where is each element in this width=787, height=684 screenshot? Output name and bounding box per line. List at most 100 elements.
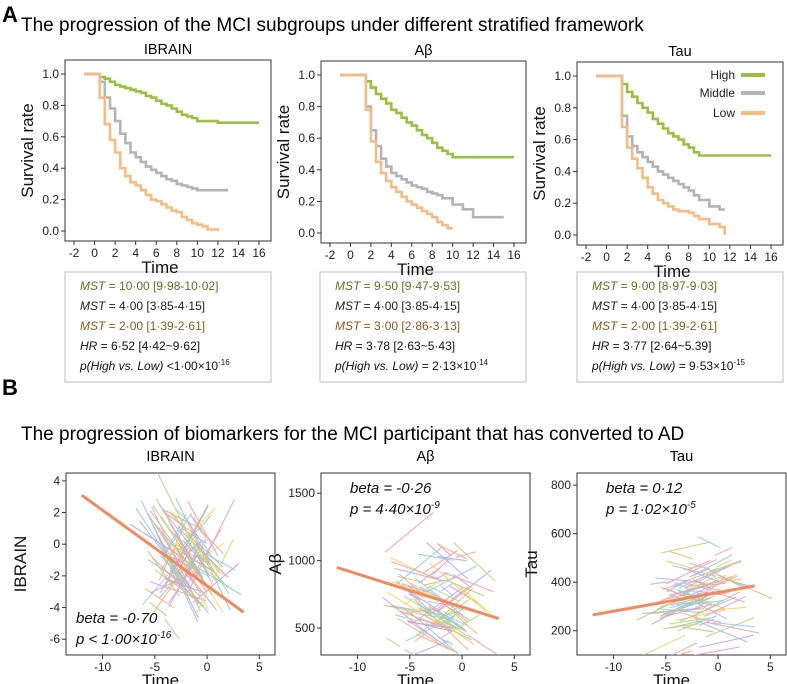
trajectory-segment <box>714 575 726 580</box>
trajectory-segment <box>437 585 472 612</box>
x-axis-label: Time <box>397 260 434 279</box>
plot-frame <box>320 472 531 656</box>
trajectory-segment <box>140 500 199 623</box>
stat-mst_high: MST = 9·50 [9·47-9·53] <box>335 279 460 293</box>
trajectory-segment <box>394 567 445 582</box>
y-tick-label: -4 <box>49 601 60 615</box>
trajectory-segment <box>399 610 440 627</box>
trajectory-segment <box>660 541 711 554</box>
x-tick-label: 0 <box>459 660 466 674</box>
stats-km-tau: MST = 9·00 [8·97-9·03] MST = 4·00 [3·85-4… <box>591 279 746 373</box>
x-tick-label: 5 <box>256 660 263 674</box>
y-tick-label: 600 <box>551 527 571 541</box>
x-tick-label: -2 <box>69 246 80 260</box>
y-tick-label: 0.6 <box>554 133 571 147</box>
beta-annotation: beta = -0·26 <box>350 480 432 497</box>
stats-box-ibrain <box>64 271 272 383</box>
x-axis-label: Time <box>653 262 690 281</box>
trajectory-segment <box>435 615 467 636</box>
trajectory-segment <box>675 609 726 621</box>
stat-mst_middle: MST = 4·00 [3·85-4·15] <box>80 299 205 313</box>
trajectory-segment <box>684 561 739 589</box>
trajectory-segment <box>162 508 203 530</box>
trajectory-segment <box>691 591 740 618</box>
y-tick-label: 2 <box>53 506 60 520</box>
y-tick-label: 0.4 <box>554 164 571 178</box>
y-axis-label: IBRAIN <box>11 536 30 593</box>
regression-line <box>80 493 245 614</box>
plot-frame <box>320 60 527 244</box>
trajectory-segment <box>164 577 199 592</box>
trajectory-segment <box>667 603 713 617</box>
y-axis-label: Aβ <box>266 553 285 574</box>
trajectory-segment <box>411 640 449 655</box>
x-axis-label: Time <box>397 671 434 684</box>
stat-mst_middle: MST = 4·00 [3·85-4·15] <box>335 299 460 313</box>
stat-mst_high: MST = 10·00 [9·98-10·02] <box>80 279 218 293</box>
trajectory-segment <box>677 650 693 655</box>
trajectory-plot-traj-abeta: Aβ 500 1000 1500 -10 -5 0 5 Time Aβ beta = -0·26 p … <box>266 449 531 684</box>
trajectory-segment <box>406 619 452 632</box>
trajectory-segment <box>432 559 449 576</box>
km-curve-middle <box>596 74 725 211</box>
trajectory-segment <box>196 553 212 583</box>
trajectory-segment <box>383 604 417 613</box>
y-tick-label: 4 <box>53 474 60 488</box>
trajectory-segment <box>670 585 705 596</box>
trajectory-segment <box>675 588 704 601</box>
x-tick-label: 10 <box>191 246 205 260</box>
y-tick-label: -2 <box>49 569 60 583</box>
y-tick-label: -6 <box>49 632 60 646</box>
trajectory-plot-traj-ibrain: IBRAIN -6 -4 -2 0 2 4 -10 -5 0 5 Time IBRAIN beta = -… <box>11 449 276 684</box>
x-tick-label: 0 <box>347 248 354 262</box>
y-tick-label: 200 <box>551 624 571 638</box>
trajectory-segment <box>193 559 216 573</box>
trajectory-segment <box>452 541 496 582</box>
trajectory-segment <box>164 618 180 640</box>
x-tick-label: 6 <box>153 246 160 260</box>
trajectory-segment <box>439 584 454 597</box>
y-tick-label: 0.0 <box>42 224 59 238</box>
trajectory-segment <box>704 595 747 617</box>
trajectory-segment <box>666 560 694 569</box>
trajectory-segment <box>436 572 448 579</box>
x-tick-label: 0 <box>91 246 98 260</box>
stat-p-value: p(High vs. Low) <1·00×10-16 <box>79 358 230 373</box>
trajectory-segment <box>687 559 711 571</box>
trajectory-segment <box>662 569 717 591</box>
trajectory-segment <box>135 507 187 586</box>
y-axis-label: Tau <box>522 550 541 577</box>
plot-title: IBRAIN <box>146 449 194 465</box>
y-tick-label: 1.0 <box>298 68 315 82</box>
km-plot-km-tau: Tau 0.0 0.2 0.4 0.6 0.8 1.0 -2 0 2 4 6 8 10 12 14 16 Time… <box>530 44 784 281</box>
trajectory-segment <box>149 601 168 617</box>
trajectory-segment <box>386 591 442 627</box>
trajectory-segment <box>193 517 209 542</box>
trajectory-segment <box>391 560 440 580</box>
x-tick-label: 14 <box>487 248 501 262</box>
regression-line <box>592 584 755 617</box>
trajectory-segment <box>670 598 696 606</box>
trajectory-segment <box>636 599 678 621</box>
trajectory-segment <box>715 559 732 568</box>
x-axis-label: Time <box>142 671 179 684</box>
km-curve-high <box>596 74 771 157</box>
x-axis-label: Time <box>653 671 690 684</box>
trajectory-segment <box>130 523 184 559</box>
plot-title: IBRAIN <box>144 42 192 58</box>
participant-trajectories <box>636 536 773 655</box>
trajectory-segment <box>685 578 742 588</box>
trajectory-segment <box>382 597 438 642</box>
x-tick-label: -5 <box>149 660 160 674</box>
trajectory-segment <box>176 547 192 574</box>
trajectory-segment <box>698 634 754 648</box>
x-tick-label: -5 <box>404 660 415 674</box>
stats-box-abeta <box>319 271 527 383</box>
x-tick-label: 14 <box>232 246 246 260</box>
trajectory-segment <box>452 611 478 635</box>
trajectory-segment <box>437 543 468 560</box>
x-tick-label: 10 <box>703 250 717 264</box>
y-tick-label: 0.4 <box>42 161 59 175</box>
x-tick-label: 0 <box>603 250 610 264</box>
trajectory-segment <box>678 563 731 589</box>
